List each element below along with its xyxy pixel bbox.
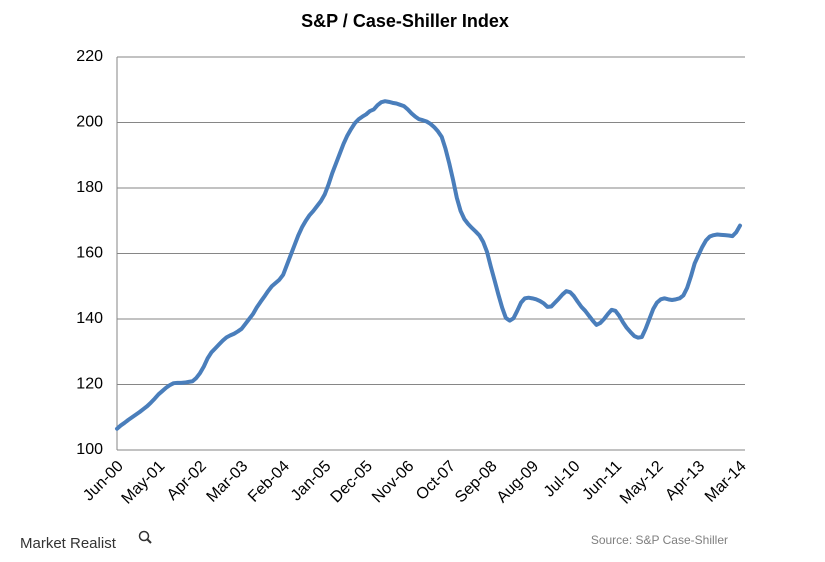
data-line [115,99,742,431]
x-tick-label: Sep-08 [452,458,501,507]
x-tick-label: Mar-03 [204,458,252,506]
x-tick-label: May-12 [617,458,667,508]
x-tick-label: Apr-02 [164,458,210,504]
y-tick-label: 220 [76,48,103,65]
x-tick-label: May-01 [119,458,169,508]
x-tick-label: Aug-09 [494,458,543,507]
chart-title: S&P / Case-Shiller Index [301,11,509,31]
x-tick-label: Apr-13 [662,458,708,504]
logo: Market Realist [20,535,117,552]
x-tick-label: Nov-06 [369,458,418,507]
x-tick-label: Dec-05 [328,458,377,507]
y-tick-label: 140 [76,310,103,327]
x-tick-label: Oct-07 [413,458,459,504]
logo-icon [138,530,152,544]
y-tick-label: 180 [76,179,103,196]
y-tick-label: 100 [76,441,103,458]
y-tick-label: 120 [76,376,103,393]
x-tick-label: Jul-10 [541,458,584,501]
x-tick-label: Jan-05 [288,458,335,505]
x-tick-label: Mar-14 [702,458,750,506]
y-tick-label: 200 [76,114,103,131]
source-note: Source: S&P Case-Shiller [591,533,728,547]
x-tick-label: Feb-04 [245,458,293,506]
y-tick-label: 160 [76,245,103,262]
